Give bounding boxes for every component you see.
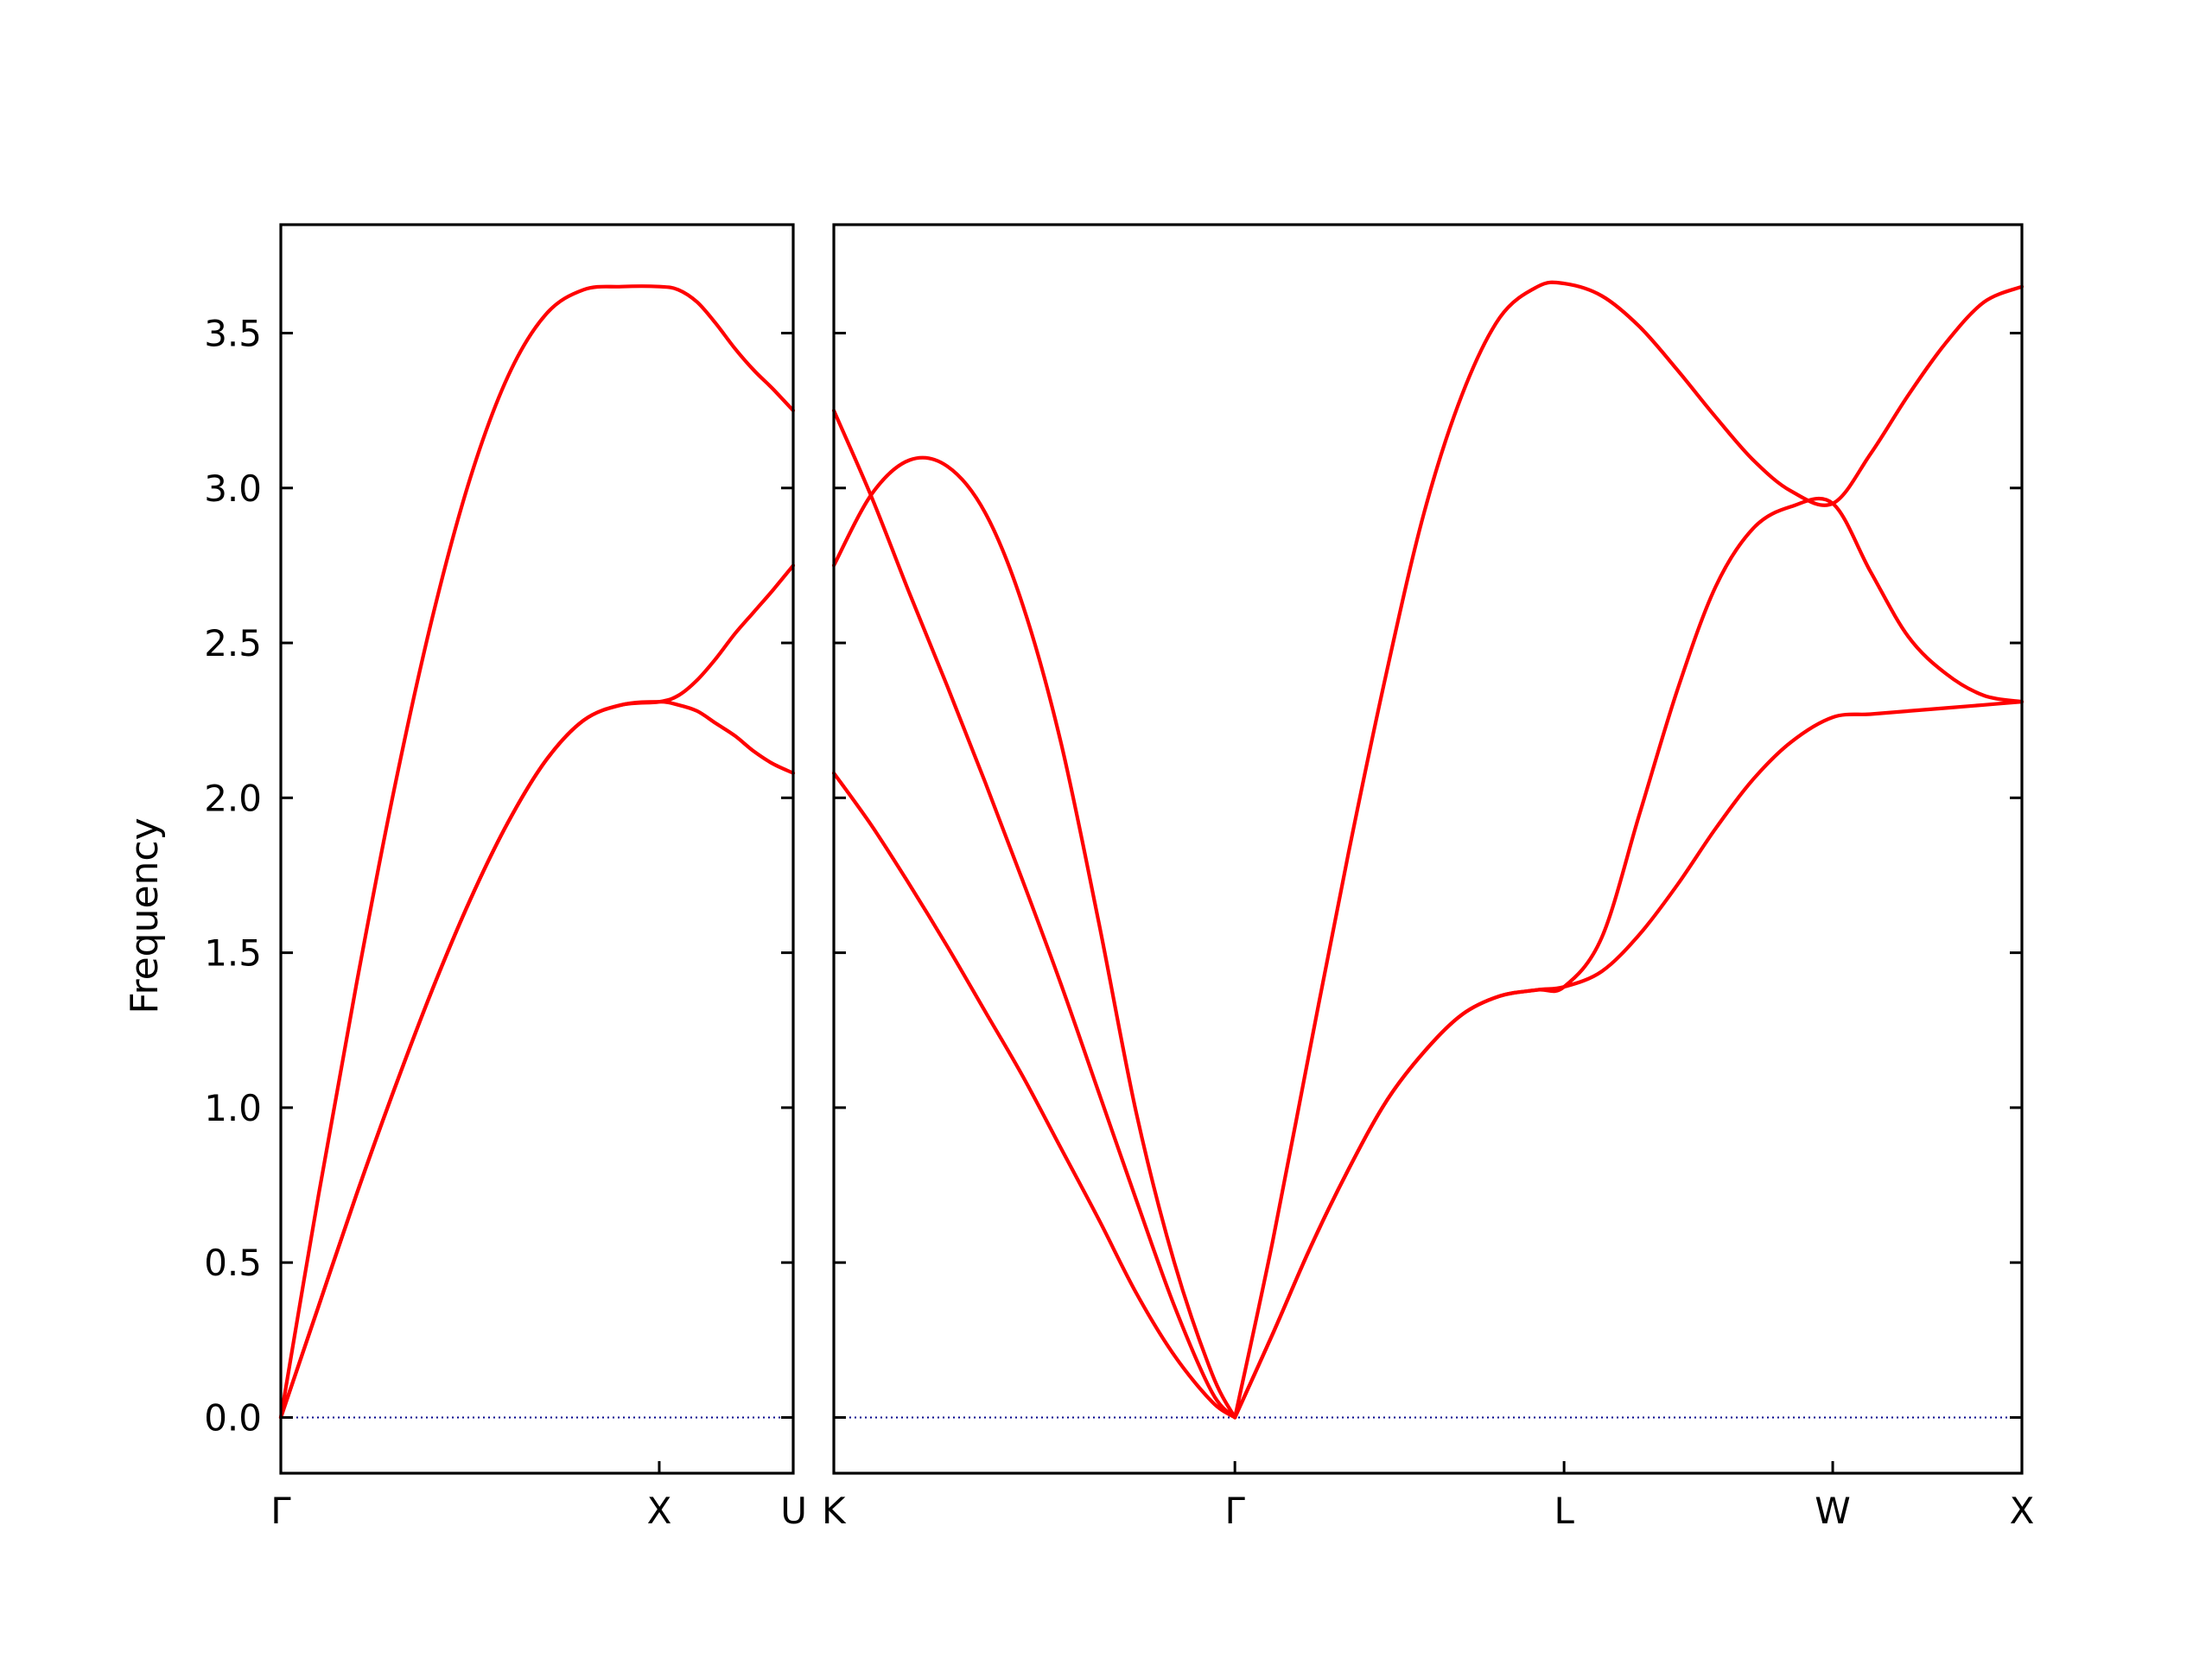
- band-line-1: [831, 409, 1237, 1420]
- x-tick-label: Γ: [270, 1490, 291, 1532]
- y-tick-label: 2.5: [204, 622, 262, 664]
- x-tick-label: X: [647, 1490, 672, 1532]
- band-line-5: [1233, 496, 2024, 1420]
- x-tick-label: L: [1554, 1490, 1574, 1532]
- x-tick-label: Γ: [1224, 1490, 1245, 1532]
- band-line-1: [278, 284, 796, 1420]
- x-tick-label: W: [1815, 1490, 1851, 1532]
- y-tick-label: 0.5: [204, 1242, 262, 1284]
- band-line-4: [1233, 280, 2024, 1420]
- x-tick-label: U: [780, 1490, 807, 1532]
- y-tick-label: 3.5: [204, 312, 262, 354]
- y-tick-label: 2.0: [204, 777, 262, 819]
- band-line-3: [831, 771, 1237, 1420]
- axes-frame: [832, 223, 2024, 1475]
- panel-gamma-x-u: 0.0 0.5 1.0 1.5 2.0 2.5 3.0 3.5 Γ X U: [204, 223, 807, 1532]
- band-line-2: [831, 455, 1237, 1420]
- band-line-2: [278, 563, 796, 1420]
- x-tick-label: K: [822, 1490, 847, 1532]
- band-line-3: [278, 700, 796, 1420]
- band-line-6: [1233, 700, 2024, 1420]
- y-axis-label: Frequency: [123, 817, 167, 1014]
- y-tick-label: 0.0: [204, 1396, 262, 1439]
- x-tick-label: X: [2010, 1490, 2035, 1532]
- y-tick-label: 1.0: [204, 1087, 262, 1129]
- y-tick-label: 1.5: [204, 932, 262, 975]
- y-tick-label: 3.0: [204, 467, 262, 510]
- axes-frame: [279, 223, 795, 1475]
